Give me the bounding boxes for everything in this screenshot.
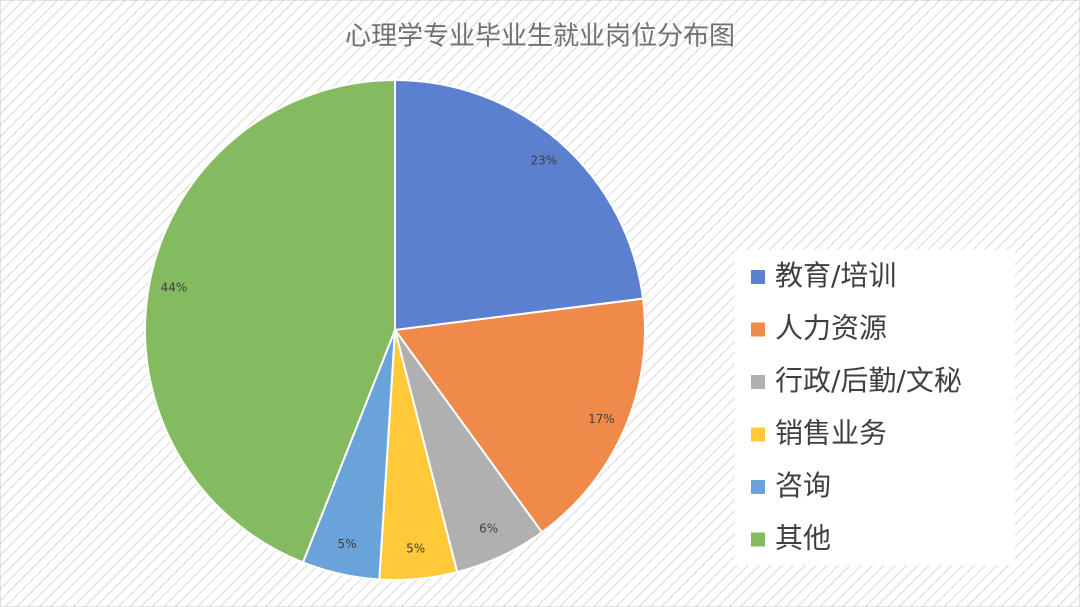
data-label: 6%	[479, 522, 498, 536]
legend-swatch	[751, 427, 765, 442]
legend-label: 人力资源	[775, 312, 887, 345]
legend-swatch	[751, 270, 765, 284]
pie-slice	[394, 78, 645, 332]
data-label: 44%	[161, 280, 188, 294]
legend-label: 其他	[775, 522, 831, 555]
data-label: 5%	[337, 537, 356, 551]
legend-label: 教育/培训	[775, 259, 896, 292]
data-label: 5%	[406, 542, 425, 556]
pie-slice	[393, 297, 646, 534]
legend-label: 行政/后勤/文秘	[775, 364, 962, 397]
data-label: 17%	[588, 412, 615, 426]
pie-slice	[144, 78, 396, 564]
legend-swatch	[751, 322, 765, 337]
legend-label: 销售业务	[775, 417, 887, 450]
legend-swatch	[751, 480, 765, 494]
data-label: 23%	[530, 154, 557, 168]
legend-label: 咨询	[775, 469, 831, 502]
legend-swatch	[751, 532, 765, 547]
legend-box	[735, 250, 1015, 565]
pie: 23% 17% 6% 5% 5% 44%	[144, 78, 646, 581]
legend-swatch	[751, 375, 765, 389]
chart-title: 心理学专业毕业生就业岗位分布图	[345, 22, 735, 52]
